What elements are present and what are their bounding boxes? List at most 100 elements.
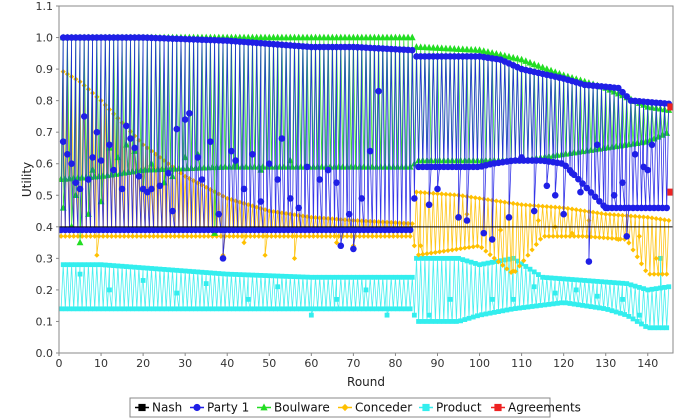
data-point-party-1	[623, 232, 631, 240]
data-point-conceder	[354, 218, 361, 224]
data-point-party-1	[265, 160, 273, 168]
legend-marker	[341, 403, 349, 412]
data-point-conceder	[285, 233, 291, 239]
data-point-product	[466, 315, 472, 321]
data-point-conceder	[415, 252, 422, 258]
data-point-conceder	[113, 233, 119, 239]
data-point-boulware	[471, 46, 479, 53]
data-point-conceder	[346, 217, 352, 223]
data-point-product	[130, 306, 135, 312]
y-tick-label: 0.6	[36, 158, 54, 171]
data-point-product	[660, 325, 665, 331]
data-point-conceder	[472, 195, 478, 201]
data-point-product	[327, 306, 333, 312]
data-point-conceder	[466, 244, 472, 250]
data-point-product	[500, 308, 506, 314]
data-point-product	[212, 270, 218, 276]
data-point-conceder	[323, 233, 329, 239]
data-point-product	[403, 306, 409, 312]
data-point-party-1	[577, 188, 584, 196]
data-point-party-1	[610, 191, 618, 199]
legend-label: Boulware	[274, 401, 330, 415]
data-point-conceder	[430, 190, 436, 196]
data-point-product	[489, 259, 495, 265]
data-point-conceder	[649, 215, 655, 221]
data-point-product	[210, 306, 215, 312]
data-point-conceder	[237, 199, 243, 205]
data-point-party-1	[106, 141, 113, 149]
data-point-product	[203, 281, 209, 286]
data-point-conceder	[655, 271, 661, 277]
data-point-party-1	[623, 93, 631, 100]
data-point-party-1	[587, 189, 595, 196]
data-point-product	[338, 274, 344, 280]
data-point-party-1	[619, 179, 626, 186]
y-tick-label: 0.4	[36, 221, 54, 234]
data-point-party-1	[615, 84, 622, 92]
data-point-product	[485, 260, 491, 266]
data-point-conceder	[525, 252, 531, 258]
data-point-boulware	[547, 66, 555, 74]
data-point-product	[405, 274, 411, 280]
data-point-conceder	[432, 249, 438, 255]
data-point-product	[657, 285, 663, 291]
data-point-product	[411, 312, 417, 318]
data-point-conceder	[108, 233, 115, 239]
data-point-product	[552, 290, 558, 296]
data-point-product	[100, 306, 106, 312]
data-point-product	[94, 262, 100, 268]
data-point-party-1	[408, 46, 416, 54]
data-point-party-1	[173, 125, 181, 133]
x-tick-label: 130	[595, 357, 616, 370]
plot-frame	[58, 5, 674, 354]
data-point-product	[334, 274, 339, 280]
data-point-product	[424, 319, 430, 324]
data-point-conceder	[319, 233, 325, 239]
data-point-conceder	[66, 233, 73, 239]
data-point-conceder	[615, 212, 621, 218]
data-point-conceder	[516, 263, 523, 269]
data-point-product	[472, 261, 478, 266]
data-point-product	[308, 312, 314, 318]
data-point-conceder	[291, 255, 298, 261]
data-point-product	[256, 306, 262, 312]
data-point-conceder	[527, 202, 533, 208]
data-point-product	[334, 296, 339, 302]
data-point-party-1	[551, 191, 559, 199]
data-point-product	[641, 286, 646, 292]
data-point-product	[111, 263, 117, 269]
data-point-conceder	[268, 233, 274, 239]
data-point-product	[653, 286, 659, 292]
data-point-conceder	[294, 233, 300, 239]
data-point-conceder	[279, 210, 285, 216]
data-point-conceder	[550, 233, 556, 239]
data-point-product	[161, 267, 167, 272]
data-point-party-1	[207, 138, 214, 145]
data-point-product	[504, 307, 510, 313]
data-point-conceder	[645, 214, 651, 220]
data-point-product	[125, 306, 131, 312]
data-point-boulware	[442, 44, 450, 52]
data-point-product	[332, 306, 337, 312]
data-point-product	[115, 263, 121, 269]
data-point-party-1	[72, 179, 80, 186]
data-point-conceder	[422, 190, 428, 196]
data-point-conceder	[533, 241, 539, 247]
data-point-conceder	[222, 233, 228, 239]
data-point-conceder	[554, 233, 560, 239]
data-point-conceder	[270, 209, 277, 215]
data-point-product	[178, 268, 184, 274]
data-point-conceder	[619, 212, 626, 219]
data-point-product	[407, 306, 413, 312]
data-point-conceder	[201, 233, 207, 239]
data-point-conceder	[167, 233, 174, 239]
data-point-conceder	[575, 233, 581, 239]
data-point-conceder	[537, 236, 544, 242]
data-point-product	[336, 306, 342, 312]
data-point-product	[296, 274, 302, 280]
data-point-product	[645, 287, 651, 293]
data-point-product	[180, 306, 186, 312]
data-point-product	[662, 284, 667, 290]
data-point-conceder	[224, 195, 230, 202]
data-point-product	[584, 303, 590, 309]
